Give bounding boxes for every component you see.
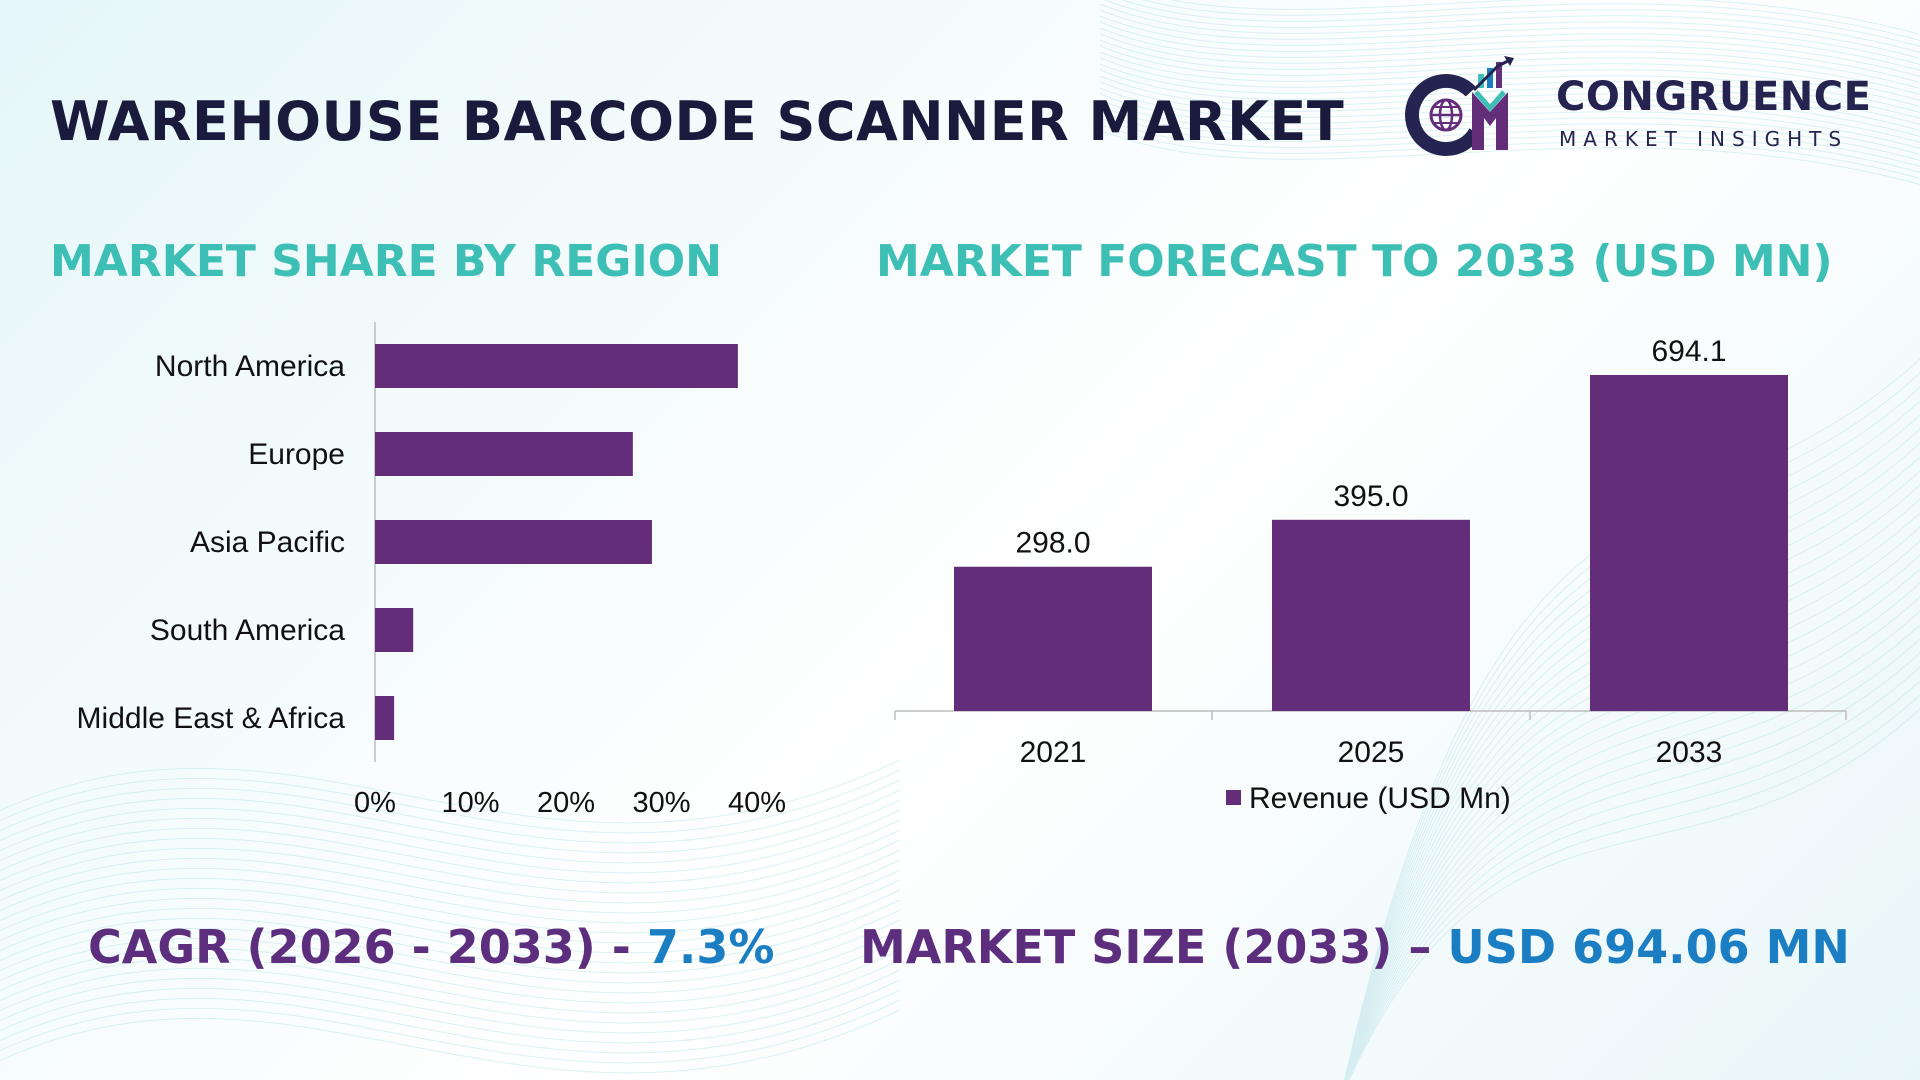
wave-line	[1346, 582, 1920, 1080]
wave-line	[0, 909, 901, 974]
region-bar	[375, 344, 738, 388]
wave-line	[1169, 0, 1920, 36]
legend-label: Revenue (USD Mn)	[1249, 782, 1511, 815]
region-label: Middle East & Africa	[77, 702, 346, 735]
wave-line	[1346, 624, 1920, 1080]
wave-line	[0, 899, 901, 964]
forecast-bar	[1272, 519, 1470, 711]
wave-line	[0, 929, 901, 994]
wave-line	[1099, 81, 1920, 138]
wave-line	[0, 879, 901, 944]
wave-line	[1099, 75, 1920, 132]
region-label: South America	[150, 614, 345, 647]
cagr-label: CAGR (2026 - 2033) -	[88, 920, 647, 974]
wave-line	[1348, 694, 1920, 1080]
x-tick-label: 0%	[354, 787, 396, 819]
wave-line	[0, 799, 901, 864]
region-label: Asia Pacific	[190, 526, 345, 559]
forecast-chart: 298.0 2021 395.0 2025 694.1 2033 Revenue (USD …	[894, 335, 1847, 815]
x-tick-label: 2021	[1020, 736, 1087, 769]
cagr-stat: CAGR (2026 - 2033) - 7.3%	[88, 920, 774, 974]
wave-line	[0, 809, 901, 874]
region-bar	[375, 608, 414, 652]
data-label: 694.1	[1651, 335, 1726, 368]
wave-line	[0, 1009, 901, 1074]
x-tick-label: 30%	[632, 787, 690, 819]
wave-line	[1099, 51, 1920, 108]
wave-line	[1346, 568, 1920, 1080]
wave-line	[0, 869, 901, 934]
market-size-value: USD 694.06 MN	[1447, 920, 1850, 974]
wave-line	[1099, 21, 1920, 78]
wave-line	[1346, 596, 1920, 1080]
wave-line	[0, 859, 901, 924]
logo-subtitle: MARKET INSIGHTS	[1559, 127, 1849, 151]
wave-line	[0, 959, 901, 1024]
wave-line	[0, 779, 901, 844]
wave-line	[0, 999, 901, 1064]
wave-line	[1099, 39, 1920, 96]
wave-line	[0, 979, 901, 1044]
wave-line	[1347, 638, 1920, 1080]
wave-line	[1099, 27, 1920, 84]
cm-logo-icon	[1405, 56, 1514, 156]
x-tick-label: 2025	[1338, 736, 1405, 769]
wave-line	[1120, 0, 1920, 48]
wave-line	[1347, 680, 1920, 1080]
wave-line	[1099, 33, 1920, 90]
wave-line	[1099, 87, 1920, 144]
region-bar	[375, 520, 652, 564]
logo-name: CONGRUENCE	[1556, 74, 1872, 120]
x-tick-label: 10%	[441, 787, 499, 819]
region-bar	[375, 696, 395, 740]
forecast-bar	[1590, 375, 1788, 711]
wave-line	[0, 849, 901, 914]
legend-swatch	[1226, 790, 1241, 805]
market-size-label: MARKET SIZE (2033) –	[860, 920, 1448, 974]
wave-line	[0, 839, 901, 904]
data-label: 395.0	[1333, 480, 1408, 513]
wave-line	[0, 819, 901, 884]
x-tick-label: 2033	[1656, 736, 1723, 769]
region-label: North America	[155, 350, 345, 383]
wave-line	[0, 919, 901, 984]
wave-line	[1099, 9, 1920, 66]
wave-line	[1348, 708, 1920, 1080]
forecast-bar	[954, 566, 1152, 711]
wave-line	[1347, 666, 1920, 1080]
logo	[1400, 52, 1870, 162]
wave-line	[0, 949, 901, 1014]
wave-line	[1346, 610, 1920, 1080]
region-label: Europe	[248, 438, 345, 471]
x-tick-label: 20%	[537, 787, 595, 819]
region-chart-title: MARKET SHARE BY REGION	[50, 236, 722, 287]
wave-line	[1099, 105, 1920, 162]
region-bar	[375, 432, 633, 476]
wave-line	[0, 789, 901, 854]
wave-line	[1099, 93, 1920, 150]
wave-line	[1099, 45, 1920, 102]
cagr-value: 7.3%	[646, 920, 775, 974]
wave-line	[0, 969, 901, 1034]
region-share-chart: North America Europe Asia Pacific South Ame…	[77, 322, 786, 819]
wave-line	[0, 769, 901, 834]
wave-line	[0, 989, 901, 1054]
data-label: 298.0	[1015, 527, 1090, 560]
market-size-stat: MARKET SIZE (2033) – USD 694.06 MN	[860, 920, 1850, 974]
forecast-chart-title: MARKET FORECAST TO 2033 (USD MN)	[876, 236, 1833, 287]
wave-line	[1104, 0, 1920, 54]
wave-line	[0, 829, 901, 894]
wave-line	[1099, 3, 1920, 60]
wave-line	[1141, 0, 1920, 42]
wave-line	[1099, 15, 1920, 72]
wave-line	[0, 939, 901, 1004]
wave-line	[1099, 99, 1920, 156]
page-title: WAREHOUSE BARCODE SCANNER MARKET	[50, 90, 1345, 153]
wave-line	[0, 889, 901, 954]
wave-line	[1099, 129, 1920, 186]
wave-line	[1347, 652, 1920, 1080]
x-tick-label: 40%	[728, 787, 786, 819]
wave-line	[0, 759, 901, 824]
